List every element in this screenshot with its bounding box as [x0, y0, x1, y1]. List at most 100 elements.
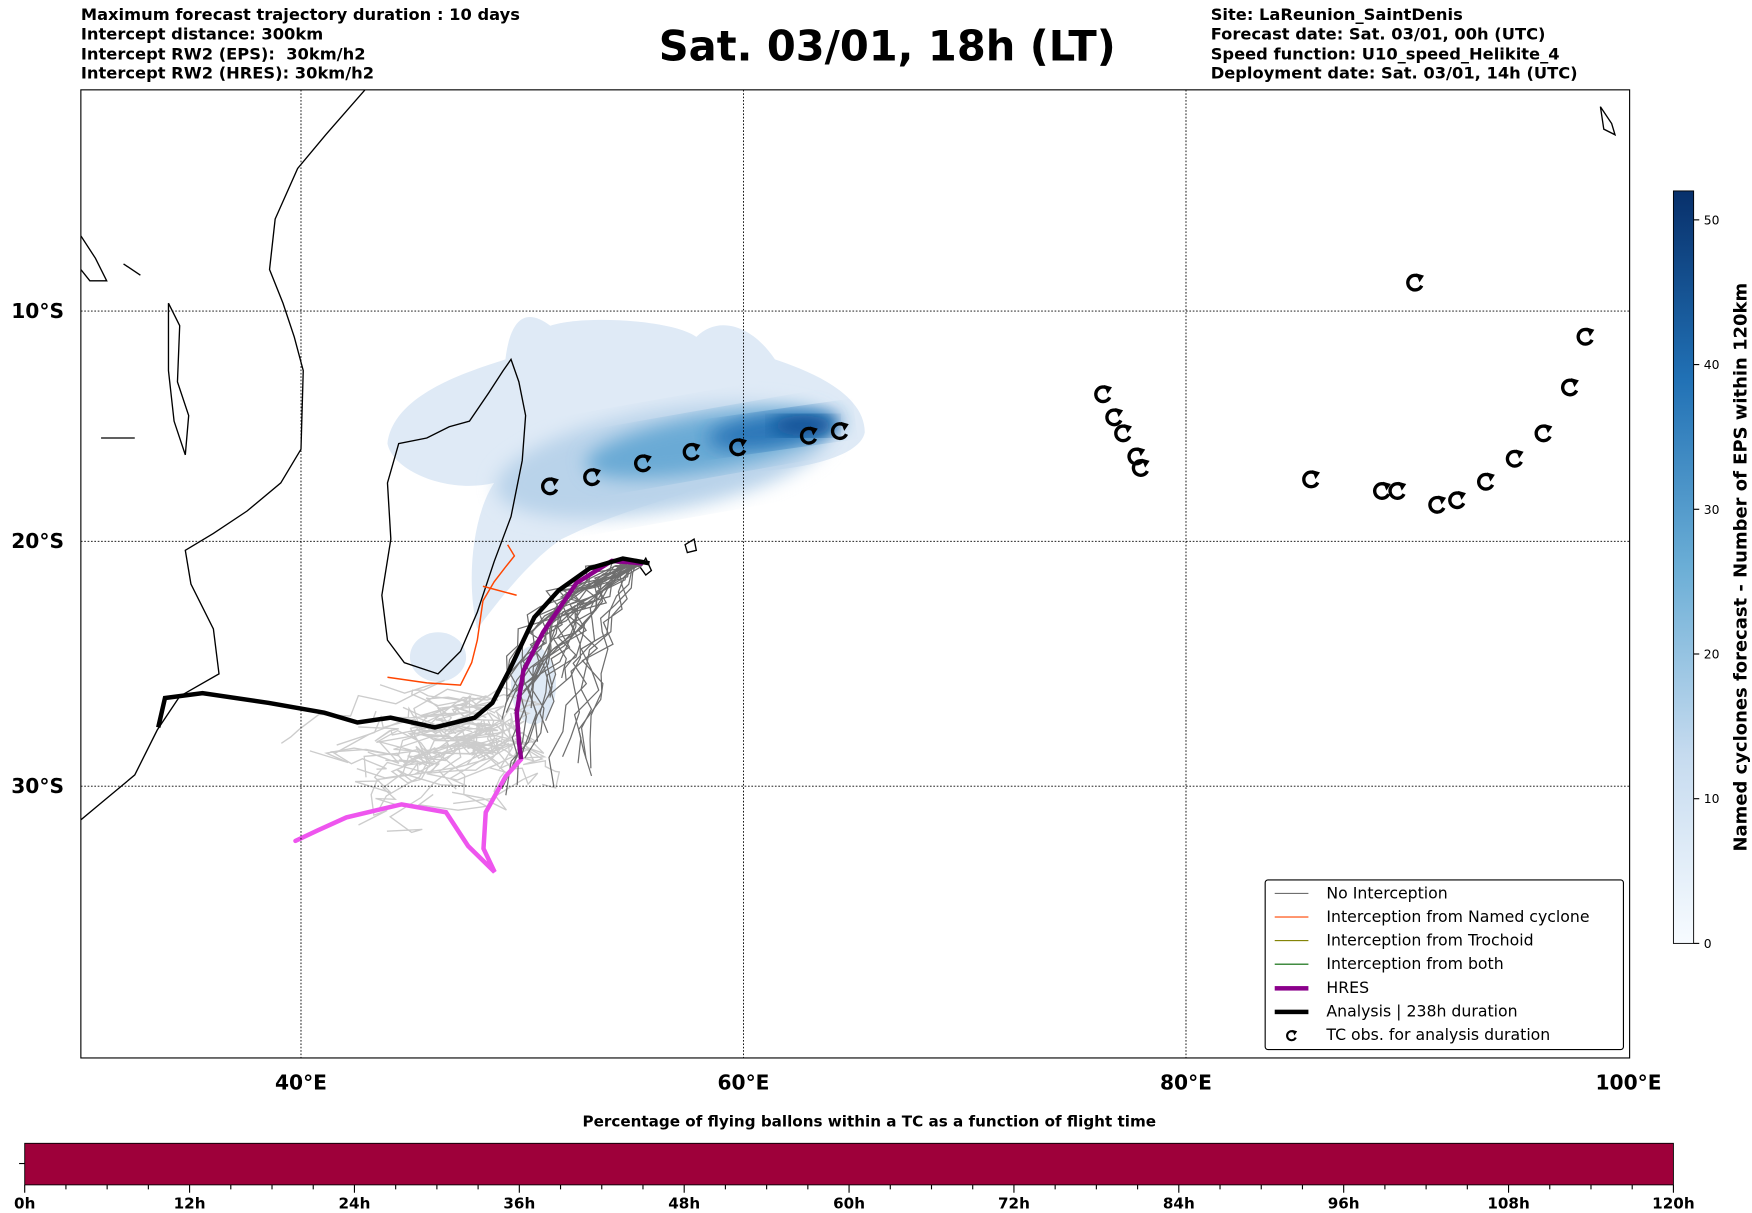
colorbar-tick: 0	[1704, 937, 1712, 951]
tc-obs-marker	[1576, 325, 1597, 346]
legend-item: Interception from both	[1266, 952, 1504, 976]
intercept-hres-text: Intercept RW2 (HRES): 30km/h2	[80, 65, 375, 83]
tc-obs-marker	[1534, 422, 1555, 443]
lon-tick: 100°E	[1595, 1070, 1661, 1094]
tc-obs-marker	[1131, 456, 1152, 477]
legend-item: Analysis | 238h duration	[1266, 1000, 1518, 1024]
legend-label: No Interception	[1326, 884, 1448, 903]
trajectory-line	[379, 679, 479, 707]
trajectory-line	[516, 560, 646, 697]
flight-time-tick: 72h	[998, 1194, 1030, 1212]
legend-item: HRES	[1266, 976, 1369, 1000]
tc-obs-marker	[1476, 470, 1497, 491]
legend-label: TC obs. for analysis duration	[1326, 1025, 1551, 1044]
hres-late-track	[293, 756, 524, 874]
trajectory-line	[410, 693, 542, 730]
max-duration-text: Maximum forecast trajectory duration : 1…	[80, 6, 520, 25]
trajectory-line	[459, 720, 545, 755]
tc-obs-marker	[1388, 480, 1408, 500]
trajectory-line	[334, 695, 487, 754]
flight-time-tick: 60h	[833, 1194, 865, 1212]
cyclone-density-field	[387, 316, 865, 725]
flight-time-tick: 96h	[1328, 1194, 1360, 1212]
lon-tick: 40°E	[275, 1070, 327, 1094]
trajectory-line	[415, 711, 498, 764]
deployment-date-text: Deployment date: Sat. 03/01, 14h (UTC)	[1210, 65, 1578, 83]
tc-obs-marker	[1448, 489, 1468, 510]
trajectory-line	[524, 561, 647, 759]
coastlines	[80, 89, 1617, 821]
flight-time-bar: Percentage of flying ballons within a TC…	[14, 1112, 1695, 1212]
flight-time-title: Percentage of flying ballons within a TC…	[583, 1112, 1157, 1130]
tc-obs-marker	[1105, 406, 1125, 427]
flight-time-tick: 0h	[14, 1194, 35, 1212]
tc-symbol-icon	[1275, 1026, 1309, 1044]
trajectory-line	[577, 561, 647, 777]
colorbar-tick: 40	[1704, 358, 1720, 372]
flight-time-tick: 48h	[668, 1194, 700, 1212]
trajectory-line	[573, 560, 646, 764]
legend-label: HRES	[1326, 978, 1370, 997]
tc-obs-marker	[1428, 493, 1448, 514]
flight-time-fill	[24, 1142, 1674, 1186]
lat-tick: 10°S	[11, 299, 64, 323]
legend: No Interception Interception from Named …	[1264, 879, 1625, 1051]
axis-labels: 40°E 60°E 80°E 100°E 10°S 20°S 30°S	[11, 299, 1661, 1095]
tc-obs-marker	[1406, 271, 1426, 292]
gridlines	[80, 89, 1630, 1058]
trajectory-line	[417, 726, 490, 811]
tc-obs-marker	[1505, 447, 1526, 468]
legend-item: Interception from Named cyclone	[1266, 905, 1590, 929]
tc-obs-marker	[1560, 376, 1581, 397]
legend-item: TC obs. for analysis duration	[1266, 1023, 1551, 1047]
density-colorbar: 0 10 20 30 40 50 Named cyclones forecast - Nu…	[1672, 190, 1751, 951]
trajectory-line	[280, 690, 479, 744]
colorbar-label: Named cyclones forecast - Number of EPS …	[1730, 283, 1751, 852]
colorbar-tick: 20	[1704, 647, 1720, 661]
trajectory-line	[545, 560, 646, 698]
tc-obs-marker	[1302, 468, 1322, 489]
site-text: Site: LaReunion_SaintDenis	[1210, 6, 1463, 25]
legend-label: Analysis | 238h duration	[1326, 1002, 1518, 1021]
trajectory-line	[414, 712, 513, 775]
flight-time-tick: 36h	[503, 1194, 535, 1212]
legend-label: Interception from Trochoid	[1326, 931, 1534, 950]
trajectory-line	[505, 560, 646, 713]
legend-label: Interception from both	[1326, 955, 1504, 974]
colorbar-tick: 10	[1704, 792, 1720, 806]
named-cyclone-trajectories	[387, 544, 517, 686]
colorbar-tick: 30	[1704, 503, 1720, 517]
trajectory-line	[502, 720, 561, 789]
trajectory-line	[375, 724, 495, 806]
flight-time-tick: 120h	[1652, 1194, 1694, 1212]
lon-tick: 60°E	[717, 1070, 769, 1094]
legend-item: Interception from Trochoid	[1266, 929, 1534, 953]
map-frame	[80, 89, 1631, 1059]
flight-time-tick: 84h	[1163, 1194, 1195, 1212]
lon-tick: 80°E	[1160, 1070, 1212, 1094]
trajectory-line	[589, 560, 647, 769]
colorbar-tick: 50	[1704, 213, 1720, 227]
flight-time-tick: 12h	[174, 1194, 206, 1212]
legend-item: No Interception	[1266, 882, 1448, 906]
flight-time-tick: 108h	[1487, 1194, 1529, 1212]
trajectory-line	[376, 705, 480, 811]
header-left: Maximum forecast trajectory duration : 1…	[81, 7, 520, 85]
flight-time-tick: 24h	[339, 1194, 371, 1212]
intercept-eps-text: Intercept RW2 (EPS): 30km/h2	[80, 45, 366, 64]
tc-obs-marker	[1094, 383, 1114, 404]
figure-title: Sat. 03/01, 18h (LT)	[658, 22, 1116, 71]
speed-function-text: Speed function: U10_speed_Helikite_4	[1210, 45, 1560, 64]
legend-label: Interception from Named cyclone	[1326, 908, 1590, 926]
trajectory-line	[396, 740, 503, 787]
lat-tick: 30°S	[11, 774, 64, 798]
analysis-track	[156, 556, 650, 730]
header-right: Site: LaReunion_SaintDenis Forecast date…	[1211, 7, 1578, 85]
trajectory-line	[541, 561, 647, 721]
forecast-date-text: Forecast date: Sat. 03/01, 00h (UTC)	[1210, 26, 1546, 45]
lat-tick: 20°S	[11, 529, 64, 553]
intercept-distance-text: Intercept distance: 300km	[80, 26, 324, 45]
tc-obs-marker	[1114, 422, 1134, 443]
